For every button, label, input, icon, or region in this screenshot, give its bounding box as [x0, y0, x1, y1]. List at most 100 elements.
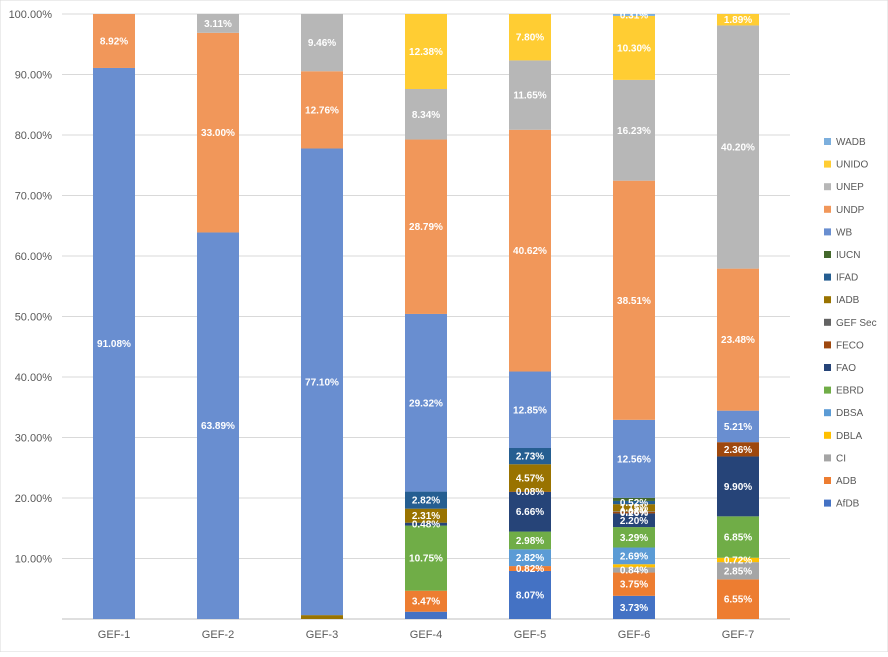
data-label: 11.65% — [513, 91, 546, 102]
data-label: 5.21% — [724, 422, 752, 433]
legend-label: UNEP — [836, 182, 864, 193]
data-label: 29.32% — [409, 398, 443, 409]
data-label: 2.82% — [516, 553, 544, 564]
legend-label: AfDB — [836, 499, 860, 510]
y-tick-label: 20.00% — [15, 493, 53, 505]
legend-label: WADB — [836, 137, 866, 148]
legend-swatch — [824, 228, 831, 235]
legend-swatch — [824, 206, 831, 213]
data-label: 12.85% — [513, 405, 547, 416]
data-label: 8.07% — [516, 590, 544, 601]
data-label: 10.30% — [617, 43, 651, 54]
legend-label: FAO — [836, 363, 856, 374]
data-label: 91.08% — [97, 339, 131, 350]
legend-label: WB — [836, 227, 852, 238]
y-tick-label: 30.00% — [15, 433, 53, 445]
legend-swatch — [824, 409, 831, 416]
legend-swatch — [824, 477, 831, 484]
legend-label: FECO — [836, 340, 864, 351]
data-label: 3.75% — [620, 580, 648, 591]
legend-label: IFAD — [836, 273, 858, 284]
legend-label: CI — [836, 453, 846, 464]
bar-segment — [405, 612, 447, 619]
data-label: 0.84% — [620, 565, 648, 576]
data-label: 6.66% — [516, 507, 544, 518]
data-label: 63.89% — [201, 421, 235, 432]
legend-label: DBSA — [836, 408, 864, 419]
data-label: 23.48% — [721, 335, 755, 346]
data-label: 2.85% — [724, 566, 752, 577]
legend-swatch — [824, 183, 831, 190]
legend-label: EBRD — [836, 386, 864, 397]
y-tick-label: 40.00% — [15, 372, 53, 384]
data-label: 6.55% — [724, 595, 752, 606]
legend-label: IUCN — [836, 250, 860, 261]
data-label: 4.57% — [516, 473, 544, 484]
data-label: 33.00% — [201, 128, 235, 139]
x-tick-label: GEF-4 — [410, 629, 442, 641]
legend-label: ADB — [836, 476, 857, 487]
x-tick-label: GEF-7 — [722, 629, 754, 641]
x-tick-label: GEF-3 — [306, 629, 338, 641]
bar-segment — [301, 615, 343, 619]
data-label: 1.89% — [724, 15, 752, 26]
y-tick-label: 10.00% — [15, 554, 53, 566]
data-label: 7.80% — [516, 33, 544, 44]
data-label: 10.75% — [409, 554, 443, 565]
legend-swatch — [824, 432, 831, 439]
data-label: 0.82% — [516, 564, 544, 575]
legend-swatch — [824, 161, 831, 168]
x-tick-label: GEF-1 — [98, 629, 130, 641]
legend-swatch — [824, 138, 831, 145]
data-label: 0.08% — [516, 487, 544, 498]
data-label: 9.46% — [308, 38, 336, 49]
y-tick-label: 70.00% — [15, 191, 53, 203]
data-label: 3.29% — [620, 533, 648, 544]
legend-label: GEF Sec — [836, 318, 877, 329]
y-tick-label: 100.00% — [9, 9, 53, 21]
data-label: 8.34% — [412, 110, 440, 121]
data-label: 2.36% — [724, 445, 752, 456]
legend-swatch — [824, 296, 831, 303]
data-label: 2.69% — [620, 551, 648, 562]
data-label: 0.31% — [620, 10, 648, 21]
legend-label: DBLA — [836, 431, 862, 442]
data-label: 40.20% — [721, 143, 755, 154]
data-label: 2.82% — [412, 496, 440, 507]
data-label: 12.76% — [305, 105, 339, 116]
legend-swatch — [824, 500, 831, 507]
data-label: 40.62% — [513, 246, 547, 257]
data-label: 0.72% — [724, 555, 752, 566]
legend-label: UNDP — [836, 205, 865, 216]
y-tick-label: 50.00% — [15, 312, 53, 324]
legend-label: UNIDO — [836, 160, 868, 171]
x-tick-label: GEF-2 — [202, 629, 234, 641]
data-label: 16.23% — [617, 126, 651, 137]
data-label: 0.52% — [620, 498, 648, 509]
data-label: 3.73% — [620, 603, 648, 614]
data-label: 28.79% — [409, 222, 443, 233]
legend-swatch — [824, 364, 831, 371]
y-tick-label: 80.00% — [15, 130, 53, 142]
data-label: 77.10% — [305, 377, 339, 388]
data-label: 12.38% — [409, 47, 443, 58]
data-label: 8.92% — [100, 36, 128, 47]
data-label: 3.11% — [204, 19, 232, 30]
legend-swatch — [824, 387, 831, 394]
data-label: 3.47% — [412, 597, 440, 608]
data-label: 2.31% — [412, 511, 440, 522]
data-label: 12.56% — [617, 454, 651, 465]
legend-swatch — [824, 341, 831, 348]
legend-swatch — [824, 454, 831, 461]
x-tick-label: GEF-6 — [618, 629, 650, 641]
data-label: 2.73% — [516, 452, 544, 463]
data-label: 38.51% — [617, 296, 651, 307]
legend-swatch — [824, 319, 831, 326]
y-tick-label: 60.00% — [15, 251, 53, 263]
legend-label: IADB — [836, 295, 860, 306]
data-label: 2.98% — [516, 536, 544, 547]
legend-swatch — [824, 274, 831, 281]
y-tick-label: 90.00% — [15, 70, 53, 82]
